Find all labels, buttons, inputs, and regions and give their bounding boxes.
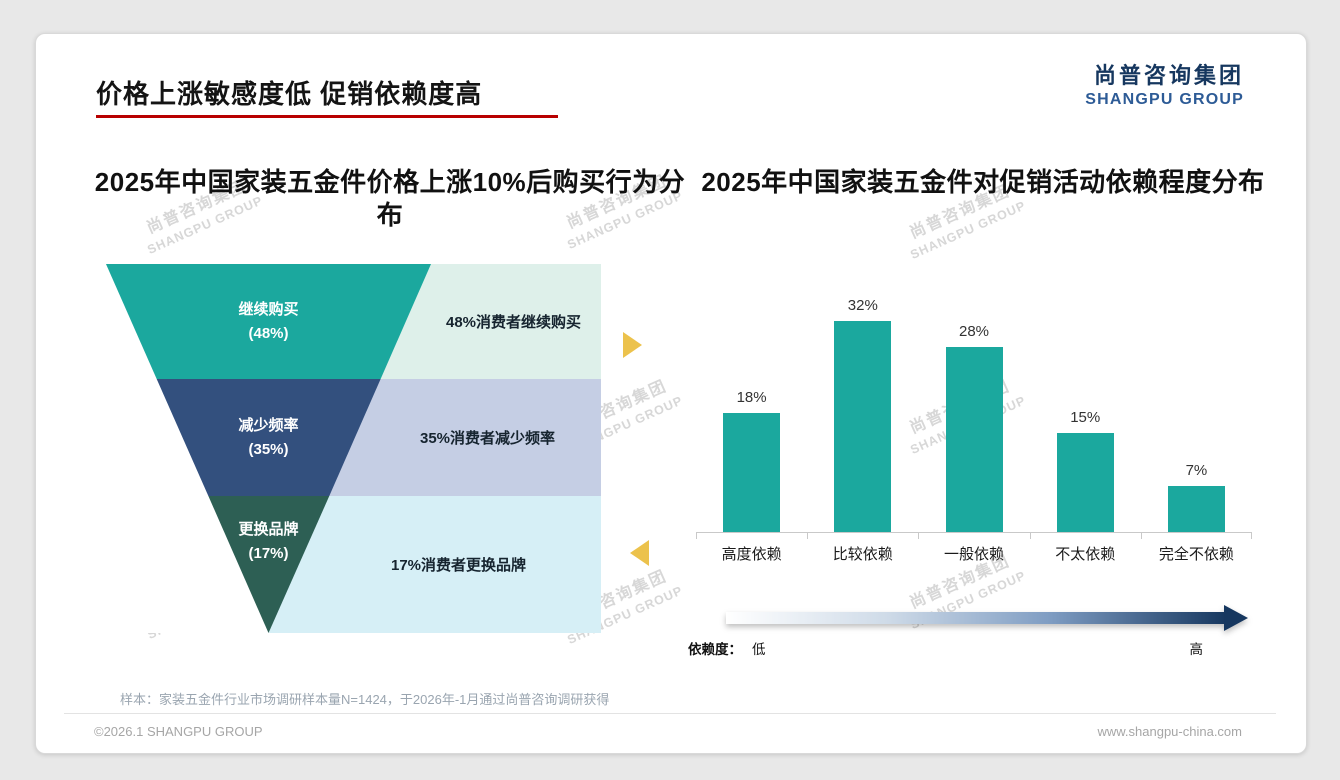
bar: [1167, 485, 1225, 532]
bar-value-label: 18%: [736, 388, 767, 406]
funnel-stage-label: 继续购买 (48%): [106, 264, 431, 379]
bar: [1056, 432, 1114, 532]
bar-chart-plot: 18% 32% 28% 15% 7%: [696, 282, 1252, 539]
dependency-axis-labels: 依赖度： 低 高: [688, 638, 1248, 657]
logo-chinese-name: 尚普咨询集团: [1093, 63, 1244, 88]
dependency-axis-title: 依赖度：: [688, 641, 742, 657]
dependency-high-label: 高: [1189, 641, 1204, 657]
stage-value: (17%): [248, 544, 289, 562]
page-title: 价格上涨敏感度低 促销依赖度高: [96, 79, 483, 109]
dependency-low-label: 低: [752, 641, 766, 657]
funnel-row-3: 更换品牌 (17%) 17%消费者更换品牌: [106, 496, 601, 633]
axis-tick: [1029, 531, 1031, 539]
bar-column: 28%: [918, 323, 1029, 532]
funnel-annotation: 35%消费者减少频率: [419, 430, 556, 447]
company-logo: 尚普咨询集团 SHANGPU GROUP: [1085, 58, 1244, 109]
yellow-arrow-left-icon: [630, 540, 649, 566]
funnel-row-1: 继续购买 (48%) 48%消费者继续购买: [106, 264, 601, 379]
bar-value-label: 28%: [958, 322, 990, 340]
bar-chart-title: 2025年中国家装五金件对促销活动依赖程度分布: [701, 167, 1265, 197]
funnel-chart-section: 2025年中国家装五金件价格上涨10%后购买行为分布 继续购买 (48%) 48…: [84, 166, 696, 666]
bar-chart-section: 2025年中国家装五金件对促销活动依赖程度分布 18% 32% 28% 15% 7% 高…: [688, 166, 1278, 657]
bar-column: 32%: [807, 297, 918, 532]
slide-card: 尚普咨询集团 SHANGPU GROUP 尚普咨询集团 SHANGPU GROUP 尚普…: [35, 33, 1307, 754]
footer-website: www.shangpu-china.com: [1097, 724, 1242, 739]
title-accent-underline: [96, 115, 558, 118]
slide-footer: ©2026.1 SHANGPU GROUP www.shangpu-china.…: [64, 713, 1276, 739]
stage-name: 减少频率: [238, 416, 299, 434]
funnel-row-2: 减少频率 (35%) 35%消费者减少频率: [106, 379, 601, 496]
stage-value: (48%): [248, 324, 289, 342]
funnel-stage-label: 更换品牌 (17%): [106, 496, 431, 633]
axis-tick: [1140, 531, 1142, 539]
logo-english-name: SHANGPU GROUP: [1085, 91, 1244, 108]
funnel-chart: 继续购买 (48%) 48%消费者继续购买 减少频率 (35%) 35%消费者减…: [106, 264, 601, 633]
axis-tick: [807, 531, 809, 539]
axis-tick: [918, 531, 920, 539]
funnel-stage-label: 减少频率 (35%): [106, 379, 431, 496]
category-label: 高度依赖: [721, 545, 782, 563]
stage-value: (35%): [248, 440, 289, 458]
bar-value-label: 15%: [1070, 408, 1101, 426]
axis-tick: [1251, 531, 1252, 539]
axis-tick: [696, 531, 697, 539]
funnel-chart-title: 2025年中国家装五金件价格上涨10%后购买行为分布: [94, 167, 686, 230]
category-label: 比较依赖: [832, 545, 893, 563]
footer-copyright: ©2026.1 SHANGPU GROUP: [94, 724, 263, 739]
funnel-segment: [106, 264, 431, 379]
bar: [945, 346, 1003, 532]
category-label: 完全不依赖: [1158, 545, 1234, 563]
stage-name: 继续购买: [238, 300, 299, 318]
sample-note: 样本：家装五金件行业市场调研样本量N=1424，于2026年-1月通过尚普咨询调…: [120, 692, 610, 707]
stage-name: 更换品牌: [238, 520, 299, 538]
slide-header: 价格上涨敏感度低 促销依赖度高: [96, 74, 558, 118]
bar-value-label: 7%: [1185, 461, 1208, 479]
bar-column: 7%: [1141, 462, 1252, 532]
bar-column: 15%: [1030, 409, 1141, 532]
bar-category-row: 高度依赖 比较依赖 一般依赖 不太依赖 完全不依赖: [696, 543, 1252, 564]
funnel-annotation: 48%消费者继续购买: [445, 314, 582, 331]
bar: [723, 412, 781, 532]
dependency-gradient-arrow: [726, 604, 1248, 631]
gradient-arrow-head-icon: [1224, 604, 1248, 631]
funnel-annotation: 17%消费者更换品牌: [390, 557, 527, 574]
category-label: 不太依赖: [1055, 545, 1116, 563]
yellow-arrow-right-icon: [623, 332, 642, 358]
bar-column: 18%: [696, 389, 807, 532]
bar: [834, 320, 892, 532]
gradient-arrow-shaft: [726, 611, 1226, 624]
bar-value-label: 32%: [847, 296, 878, 314]
category-label: 一般依赖: [944, 545, 1005, 563]
